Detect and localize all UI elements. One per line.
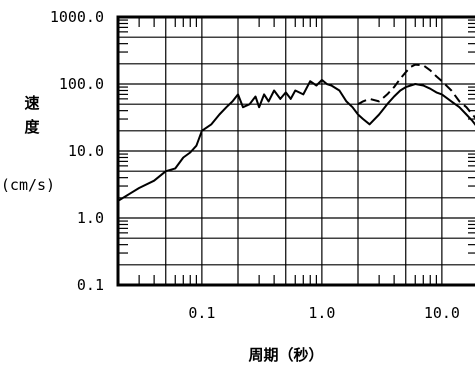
x-tick-label: 10.0 <box>424 304 460 322</box>
y-tick-label: 1.0 <box>77 209 104 227</box>
series-layer <box>118 63 475 202</box>
y-axis-title-line-1: 速 <box>24 94 39 112</box>
y-tick-label: 10.0 <box>68 142 104 160</box>
series-line-dashed <box>357 63 475 120</box>
y-tick-labels: 1000.0 100.0 10.0 1.0 0.1 <box>50 8 104 294</box>
x-tick-label: 0.1 <box>188 304 215 322</box>
plot-frame <box>116 15 475 287</box>
y-axis-unit: (cm/s) <box>1 176 55 194</box>
x-tick-labels: 0.1 1.0 10.0 <box>188 304 460 322</box>
y-tick-label: 0.1 <box>77 276 104 294</box>
grid-lines <box>117 16 475 286</box>
minor-tick-marks <box>118 17 475 285</box>
y-axis-title-line-2: 度 <box>24 118 40 136</box>
series-line-solid <box>118 78 475 202</box>
y-tick-label: 1000.0 <box>50 8 104 26</box>
x-tick-label: 1.0 <box>308 304 335 322</box>
x-axis-title: 周期（秒） <box>248 346 323 364</box>
y-tick-label: 100.0 <box>59 75 104 93</box>
